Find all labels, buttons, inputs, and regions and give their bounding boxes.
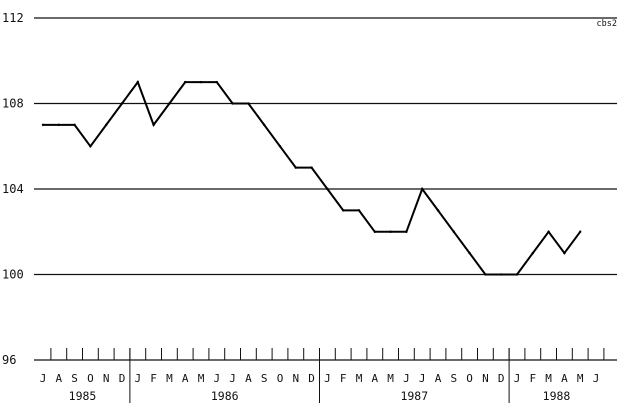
- month-label: F: [340, 372, 347, 385]
- month-label: M: [198, 372, 205, 385]
- data-point: [357, 209, 361, 212]
- data-point: [168, 102, 171, 105]
- data-point: [500, 273, 503, 276]
- month-label: M: [387, 372, 394, 385]
- month-label: A: [245, 372, 252, 385]
- month-label: N: [482, 372, 489, 385]
- y-tick-label-104: 104: [2, 182, 24, 196]
- month-label: J: [324, 372, 331, 385]
- data-point: [389, 230, 392, 233]
- month-label: M: [545, 372, 552, 385]
- month-label: A: [561, 372, 568, 385]
- month-label: O: [87, 372, 94, 385]
- gridlines: [34, 17, 617, 361]
- month-label: A: [371, 372, 378, 385]
- data-point: [405, 230, 408, 233]
- data-point: [294, 166, 297, 169]
- data-point: [105, 123, 108, 127]
- month-label: M: [356, 372, 363, 385]
- month-label: A: [435, 372, 442, 385]
- month-label: D: [119, 372, 126, 385]
- data-point: [263, 123, 266, 127]
- month-label: N: [103, 372, 110, 385]
- year-label-1986: 1986: [211, 389, 239, 403]
- month-label: O: [466, 372, 473, 385]
- month-label: A: [182, 372, 189, 385]
- data-point: [342, 209, 345, 212]
- data-point: [531, 251, 534, 255]
- data-point: [278, 145, 282, 148]
- y-tick-label-100: 100: [2, 268, 24, 282]
- data-point: [57, 123, 60, 127]
- data-point: [515, 273, 519, 276]
- data-point: [73, 123, 76, 127]
- y-tick-label-108: 108: [2, 97, 24, 111]
- y-tick-label-112: 112: [2, 11, 24, 25]
- data-point: [120, 102, 124, 105]
- data-point: [484, 273, 487, 276]
- month-label: M: [166, 372, 173, 385]
- data-point: [152, 123, 155, 127]
- data-point: [231, 102, 234, 105]
- month-label: D: [308, 372, 315, 385]
- data-point: [89, 145, 92, 148]
- month-label: S: [450, 372, 457, 385]
- month-label: J: [40, 372, 47, 385]
- month-label: M: [577, 372, 584, 385]
- month-label: S: [71, 372, 78, 385]
- data-point: [421, 187, 424, 191]
- data-point: [452, 230, 455, 233]
- month-label: J: [419, 372, 426, 385]
- data-point: [136, 80, 139, 84]
- y-tick-label-96: 96: [2, 353, 16, 367]
- series-line-0: [43, 80, 582, 276]
- month-label: J: [229, 372, 236, 385]
- data-point: [247, 102, 250, 105]
- month-label: J: [213, 372, 220, 385]
- series-layer: [41, 80, 582, 276]
- month-label: S: [261, 372, 268, 385]
- year-label-1988: 1988: [543, 389, 571, 403]
- data-point: [199, 80, 203, 84]
- month-label: J: [134, 372, 141, 385]
- data-point: [563, 251, 566, 255]
- month-label: A: [55, 372, 62, 385]
- data-point: [41, 123, 45, 127]
- chart-code-label: cbs2: [597, 19, 617, 29]
- data-point: [468, 251, 471, 255]
- year-label-1987: 1987: [400, 389, 428, 403]
- year-label-1985: 1985: [69, 389, 97, 403]
- data-point: [310, 166, 313, 169]
- month-label: F: [529, 372, 536, 385]
- month-label: F: [150, 372, 157, 385]
- month-label: J: [403, 372, 410, 385]
- month-label: D: [498, 372, 505, 385]
- data-point: [184, 80, 187, 84]
- data-point: [326, 187, 329, 191]
- data-point: [436, 209, 440, 212]
- data-point: [579, 230, 582, 233]
- month-label: O: [277, 372, 284, 385]
- data-point: [373, 230, 376, 233]
- y-axis-labels: 112 108 104 100 96: [2, 11, 24, 367]
- month-label: J: [514, 372, 521, 385]
- data-point: [215, 80, 218, 84]
- year-labels: 1985 1986 1987 1988: [69, 348, 571, 403]
- data-point: [547, 230, 550, 233]
- month-label: J: [593, 372, 600, 385]
- month-label: N: [292, 372, 299, 385]
- x-axis-ticks: [50, 348, 605, 360]
